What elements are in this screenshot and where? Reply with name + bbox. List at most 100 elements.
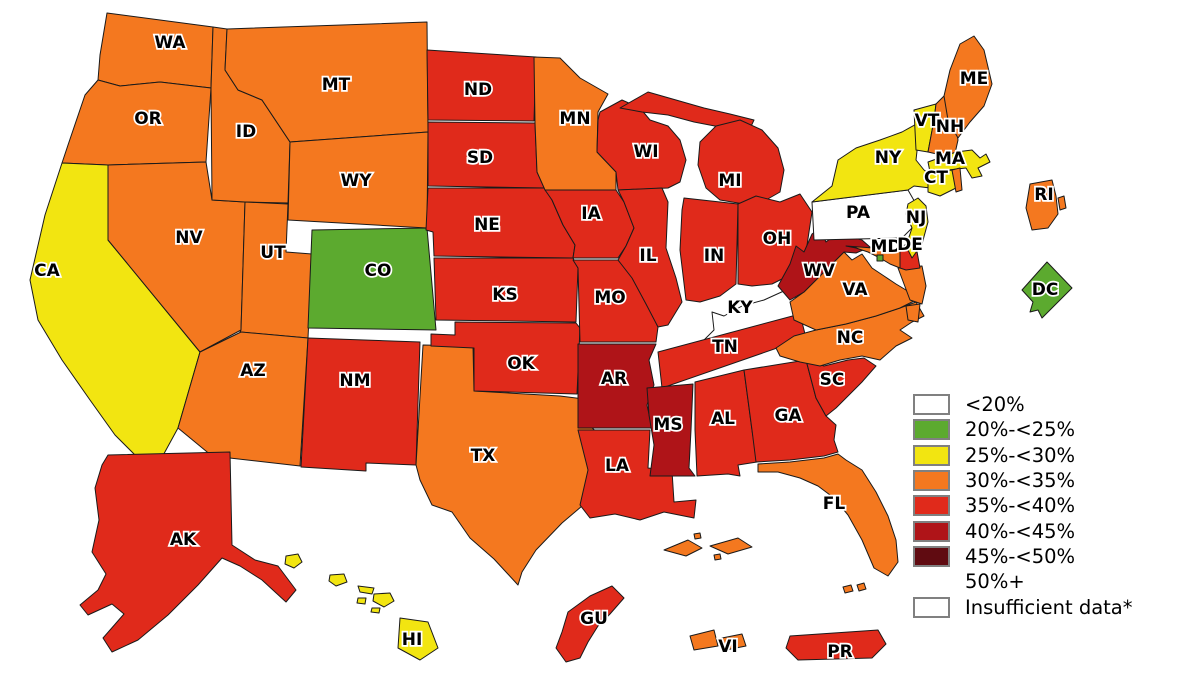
state-SC[interactable] bbox=[805, 357, 877, 417]
state-IN[interactable] bbox=[679, 197, 739, 303]
state-label-VA: VA bbox=[842, 280, 868, 300]
state-label-WA: WA bbox=[154, 33, 186, 53]
legend-label: 35%-<40% bbox=[965, 494, 1076, 518]
state-label-PA: PA bbox=[846, 203, 871, 223]
state-IA[interactable] bbox=[544, 189, 635, 259]
state-label-IN: IN bbox=[704, 246, 725, 266]
state-label-ND: ND bbox=[464, 80, 492, 100]
legend-label: 20%-<25% bbox=[965, 418, 1076, 442]
legend-swatch-insufficient bbox=[913, 596, 950, 618]
state-label-SC: SC bbox=[820, 370, 845, 390]
state-label-OK: OK bbox=[507, 354, 535, 374]
state-label-NJ: NJ bbox=[906, 208, 927, 228]
island-chain[interactable] bbox=[663, 532, 753, 561]
legend-row: <20% bbox=[913, 392, 1133, 417]
state-label-IL: IL bbox=[639, 246, 656, 266]
state-label-MD: MD bbox=[870, 237, 901, 257]
state-labels: WA OR CA NV ID MT WY UT CO AZ NM TX ND S… bbox=[32, 31, 1060, 663]
state-label-MA: MA bbox=[935, 149, 966, 169]
legend-row: 35%-<40% bbox=[913, 493, 1133, 518]
state-label-MI: MI bbox=[718, 171, 741, 191]
state-CO[interactable] bbox=[307, 227, 437, 331]
territory-label-GU: GU bbox=[580, 609, 608, 629]
state-label-HI: HI bbox=[402, 630, 423, 650]
state-NJ[interactable] bbox=[905, 197, 929, 259]
legend-row: 25%-<30% bbox=[913, 443, 1133, 468]
state-TX[interactable] bbox=[415, 344, 617, 586]
state-MA[interactable] bbox=[927, 149, 991, 179]
state-label-CO: CO bbox=[365, 261, 392, 281]
state-label-UT: UT bbox=[260, 243, 286, 263]
state-label-RI: RI bbox=[1034, 185, 1053, 205]
legend-label: 45%-<50% bbox=[965, 544, 1076, 568]
legend-label: 50%+ bbox=[965, 570, 1025, 594]
state-label-AR: AR bbox=[601, 369, 627, 389]
state-label-NC: NC bbox=[837, 328, 864, 348]
state-RI-inset[interactable] bbox=[1025, 179, 1067, 231]
state-MI-lower[interactable] bbox=[697, 119, 785, 205]
state-label-NE: NE bbox=[474, 215, 500, 235]
state-RI-main[interactable] bbox=[951, 167, 963, 193]
state-label-DE: DE bbox=[897, 235, 923, 255]
state-label-NH: NH bbox=[936, 117, 964, 137]
state-KS[interactable] bbox=[433, 257, 579, 323]
state-label-KS: KS bbox=[492, 285, 517, 305]
state-MS[interactable] bbox=[646, 383, 696, 477]
state-shapes bbox=[29, 12, 1073, 663]
legend-row: 20%-<25% bbox=[913, 417, 1133, 442]
state-label-OR: OR bbox=[134, 109, 162, 129]
state-label-SD: SD bbox=[467, 148, 493, 168]
state-label-AZ: AZ bbox=[240, 361, 265, 381]
state-label-OH: OH bbox=[763, 229, 792, 249]
territory-PR[interactable] bbox=[785, 629, 887, 661]
legend-swatch-20-25 bbox=[913, 419, 950, 441]
state-FL[interactable] bbox=[757, 453, 899, 594]
state-NM[interactable] bbox=[300, 337, 421, 472]
state-label-AL: AL bbox=[711, 409, 735, 429]
state-label-WV: WV bbox=[803, 261, 836, 281]
legend-label: <20% bbox=[965, 393, 1025, 417]
state-DC-inset[interactable] bbox=[1021, 261, 1073, 319]
state-label-WI: WI bbox=[633, 142, 658, 162]
state-label-CT: CT bbox=[924, 168, 948, 188]
state-AK[interactable] bbox=[79, 451, 297, 653]
legend-label: 40%-<45% bbox=[965, 519, 1076, 543]
state-NY[interactable] bbox=[811, 121, 937, 203]
territory-GU[interactable] bbox=[555, 585, 625, 663]
state-label-ME: ME bbox=[960, 69, 989, 89]
territory-VI[interactable] bbox=[689, 629, 747, 651]
state-MT[interactable] bbox=[224, 21, 429, 143]
legend-row: 50%+ bbox=[913, 569, 1133, 594]
state-HI[interactable] bbox=[284, 553, 439, 661]
state-AZ[interactable] bbox=[177, 331, 309, 467]
state-label-CA: CA bbox=[34, 261, 60, 281]
legend-label: 30%-<35% bbox=[965, 469, 1076, 493]
state-label-TN: TN bbox=[712, 337, 738, 357]
state-IL[interactable] bbox=[617, 187, 683, 328]
state-label-NY: NY bbox=[875, 148, 902, 168]
legend-swatch-25-30 bbox=[913, 444, 950, 466]
state-ND[interactable] bbox=[426, 49, 537, 122]
state-label-KY: KY bbox=[727, 298, 753, 318]
state-DC-map-dot[interactable] bbox=[876, 254, 884, 262]
territory-label-PR: PR bbox=[827, 642, 853, 662]
state-UT[interactable] bbox=[239, 201, 313, 339]
legend-swatch-45-50 bbox=[913, 545, 950, 567]
legend-row: 30%-<35% bbox=[913, 468, 1133, 493]
legend-swatch-lt20 bbox=[913, 394, 950, 416]
state-ME[interactable] bbox=[943, 35, 993, 139]
state-label-ID: ID bbox=[236, 122, 256, 142]
state-CT[interactable] bbox=[927, 169, 957, 197]
legend-row: Insufficient data* bbox=[913, 594, 1133, 619]
legend-swatch-35-40 bbox=[913, 495, 950, 517]
state-label-IA: IA bbox=[581, 204, 601, 224]
state-label-TX: TX bbox=[471, 446, 496, 466]
state-label-DC: DC bbox=[1032, 280, 1059, 300]
legend-label: 25%-<30% bbox=[965, 443, 1076, 467]
state-label-WY: WY bbox=[340, 171, 372, 191]
legend-row: 40%-<45% bbox=[913, 518, 1133, 543]
state-label-AK: AK bbox=[170, 530, 197, 550]
state-label-FL: FL bbox=[823, 494, 846, 514]
